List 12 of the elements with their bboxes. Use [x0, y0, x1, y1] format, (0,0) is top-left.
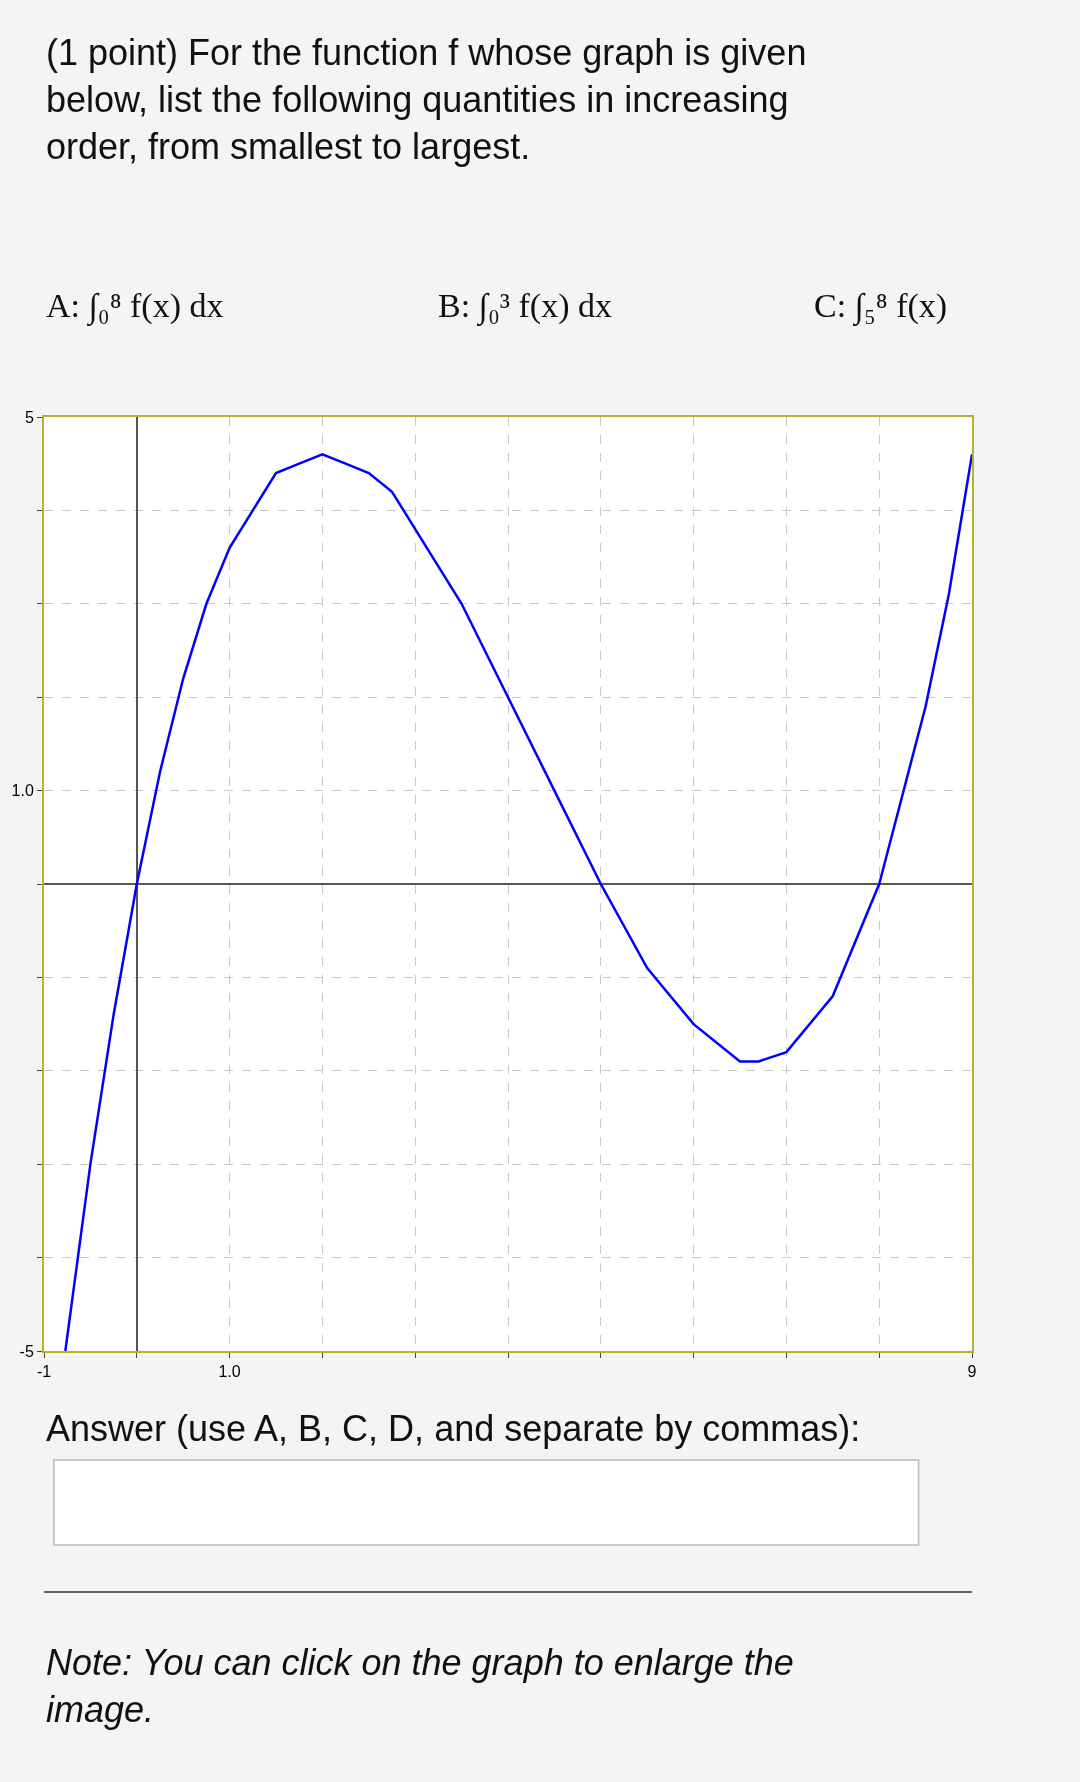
text: Note: You can click on the graph to enlarge the image.	[46, 1642, 794, 1730]
y-tick-label: -5	[19, 1342, 34, 1360]
x-tick-label: 1.0	[218, 1363, 241, 1381]
x-tick-label: -1	[36, 1363, 52, 1381]
y-tick-label: 5	[24, 408, 34, 426]
text: A: ∫₀⁸ f(x) dx	[46, 287, 224, 327]
text: C: ∫₅⁸ f(x)	[814, 287, 948, 327]
text: Answer (use A, B, C, D, and separate by commas):	[46, 1408, 861, 1449]
y-tick-label: 1.0	[11, 782, 34, 800]
chart-title: (1 point) For the function f whose graph is given below, list the following quantities in increasing order, from smallest to largest.	[46, 32, 807, 167]
x-tick-label: 9	[967, 1363, 977, 1381]
text: B: ∫₀³ f(x) dx	[438, 287, 612, 327]
